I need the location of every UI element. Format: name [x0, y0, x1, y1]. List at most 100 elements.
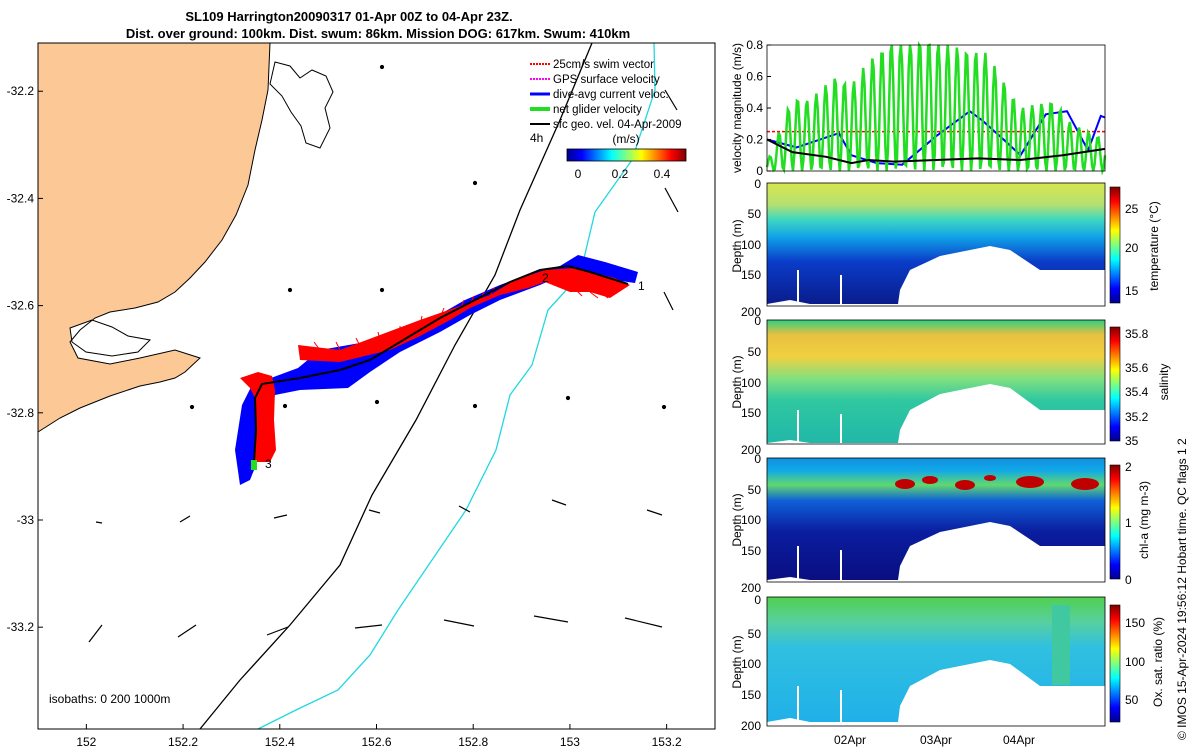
colorbar-tick: 0 — [1125, 573, 1132, 587]
coastal-lake — [69, 319, 152, 357]
geo-velocity-line — [766, 138, 1106, 165]
coastline — [37, 42, 271, 433]
temperature-panel: temperature (°C) Depth (m) 0 50 100 150 … — [730, 177, 1161, 319]
chlorophyll-ylabel: Depth (m) — [730, 493, 744, 546]
land-mass — [38, 43, 270, 432]
isobaths-note: isobaths: 0 200 1000m — [49, 692, 170, 706]
geo-arrow — [664, 187, 679, 213]
velocity-tick-label: 0 — [756, 164, 763, 178]
depth-tick: 100 — [741, 657, 761, 671]
geo-arrow — [646, 509, 663, 516]
geo-arrow — [287, 287, 293, 293]
geo-arrow — [95, 521, 103, 524]
depth-tick: 100 — [741, 376, 761, 390]
depth-tick: 100 — [741, 513, 761, 527]
geo-arrow — [368, 509, 381, 514]
temperature-ylabel: Depth (m) — [730, 219, 744, 272]
colorbar-tick: 20 — [1125, 241, 1139, 255]
geo-arrow — [663, 291, 674, 311]
net-velocity-line — [765, 40, 1107, 176]
geo-arrow — [266, 626, 289, 636]
colorbar-tick: 35.2 — [1125, 410, 1149, 424]
track-label-3: 3 — [265, 457, 272, 471]
geo-arrow — [379, 287, 385, 293]
depth-tick: 150 — [741, 688, 761, 702]
salinity-panel: salinity Depth (m) 0 50 100 150 200 35 3… — [730, 314, 1171, 457]
geo-arrow — [379, 64, 385, 70]
lat-tick-label: -32.6 — [7, 299, 35, 313]
chlorophyll-gaps — [797, 546, 842, 580]
velocity-tick-label: 0.6 — [746, 70, 763, 84]
lon-tick-label: 152.6 — [361, 735, 391, 749]
colorbar-tick: 15 — [1125, 284, 1139, 298]
depth-tick: 50 — [748, 345, 762, 359]
oxygen-panel: Ox. sat. ratio (%) Depth (m) 0 50 100 15… — [730, 593, 1165, 747]
colorbar-tick: 150 — [1125, 616, 1145, 630]
dive-avg-current-band — [235, 255, 638, 485]
date-tick: 03Apr — [920, 733, 952, 747]
velocity-ylabel: velocity magnitude (m/s) — [730, 43, 744, 173]
colorbar-tick: 0.4 — [654, 167, 671, 181]
depth-tick: 100 — [741, 238, 761, 252]
depth-tick: 200 — [741, 305, 761, 319]
lon-tick-label: 152.4 — [265, 735, 295, 749]
oxygen-gaps — [797, 686, 842, 722]
depth-tick: 0 — [754, 177, 761, 191]
track-label-2: 2 — [542, 271, 549, 285]
chlorophyll-panel: chl-a (mg m-3) Depth (m) 0 50 100 150 20… — [730, 452, 1151, 595]
oxygen-section — [767, 597, 1105, 722]
isobath-1000m — [257, 42, 656, 730]
chlorophyll-section — [767, 458, 1105, 580]
depth-tick: 0 — [754, 452, 761, 466]
lon-tick-label: 153.2 — [652, 735, 682, 749]
salinity-clabel: salinity — [1157, 364, 1171, 401]
colorbar-tick: 25 — [1125, 202, 1139, 216]
lat-tick-label: -32.4 — [7, 191, 35, 205]
title-line-1: SL109 Harrington20090317 01-Apr 00Z to 0… — [185, 9, 512, 24]
date-tick: 04Apr — [1003, 733, 1035, 747]
oxygen-ticks: 0 50 100 150 200 50 100 150 02Apr 03Apr … — [741, 593, 1145, 747]
colorbar-tick: 35.6 — [1125, 361, 1149, 375]
depth-tick: 200 — [741, 719, 761, 733]
velocity-panel: 0 0.2 0.4 0.6 0.8 velocity magnitude (m/s) — [730, 38, 1107, 178]
colorbar-tick: 35.8 — [1125, 327, 1149, 341]
colorbar-tick: 50 — [1125, 693, 1139, 707]
salinity-ticks: 0 50 100 150 200 35 35.2 35.4 35.6 35.8 — [741, 314, 1149, 457]
geo-arrow — [374, 399, 380, 405]
lat-tick-label: -32.2 — [7, 84, 35, 98]
temperature-frame — [766, 182, 1106, 307]
map-axis-ticks: 152 152.2 152.4 152.6 152.8 153 153.2 -32.2 -32.… — [7, 84, 682, 749]
title-line-2: Dist. over ground: 100km. Dist. swum: 86… — [126, 26, 630, 41]
salinity-frame — [766, 319, 1106, 445]
chlorophyll-ticks: 0 50 100 150 200 0 1 2 — [741, 452, 1132, 595]
time-step-label: 4h — [530, 131, 543, 145]
temperature-colorbar — [1109, 186, 1121, 304]
oxygen-colorbar — [1109, 604, 1121, 723]
geo-arrow — [88, 624, 103, 643]
geo-arrow — [458, 505, 471, 513]
geo-arrow — [624, 617, 663, 628]
colorbar-units: (m/s) — [612, 132, 639, 146]
copyright-note: © IMOS 15-Apr-2024 19:56:12 Hobart time.… — [1175, 438, 1189, 740]
depth-tick: 200 — [741, 443, 761, 457]
track-label-1: 1 — [638, 279, 645, 293]
depth-tick: 0 — [754, 593, 761, 607]
lon-tick-label: 152.2 — [168, 735, 198, 749]
salinity-ylabel: Depth (m) — [730, 355, 744, 408]
depth-tick: 150 — [741, 544, 761, 558]
geo-arrow — [551, 499, 567, 506]
geo-velocity-arrows — [88, 64, 679, 643]
oxygen-band — [1052, 605, 1070, 685]
geo-arrow — [661, 404, 667, 410]
colorbar-tick: 35.4 — [1125, 385, 1149, 399]
chlorophyll-clabel: chl-a (mg m-3) — [1137, 481, 1151, 559]
speed-colorbar — [566, 148, 687, 162]
salinity-colorbar — [1109, 326, 1121, 442]
chlorophyll-maximum — [895, 475, 1099, 490]
geo-arrow — [565, 395, 571, 401]
geo-arrow — [177, 624, 197, 638]
legend-swim-label: 25cm/s swim vector — [553, 59, 654, 71]
depth-tick: 50 — [748, 627, 762, 641]
velocity-tick-label: 0.2 — [746, 133, 763, 147]
chlorophyll-colorbar — [1109, 464, 1121, 580]
